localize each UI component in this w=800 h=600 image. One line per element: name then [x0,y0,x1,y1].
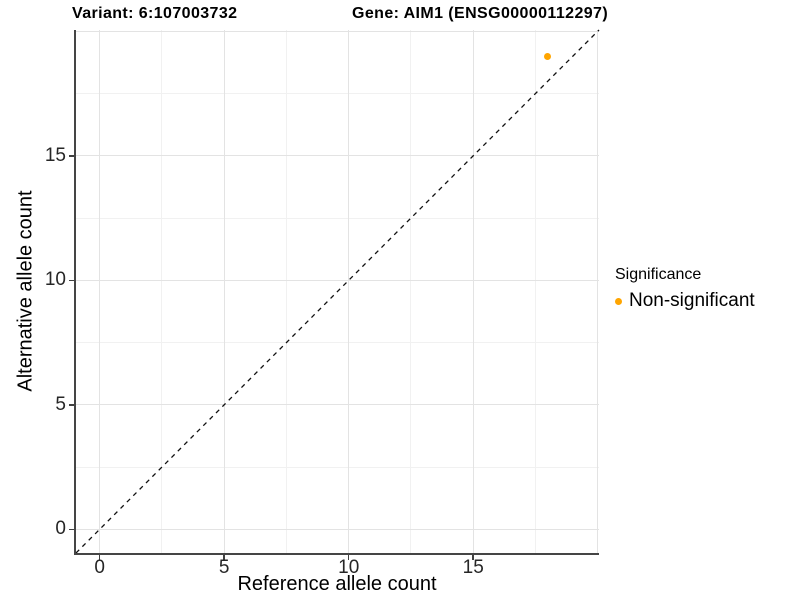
gridline-major-vertical [223,30,225,553]
gene-title: Gene: AIM1 (ENSG00000112297) [352,5,609,22]
x-tick-label: 0 [94,557,105,578]
gridline-major-horizontal [76,528,599,530]
y-tick-label: 15 [44,144,66,166]
gridline-major-horizontal [76,30,599,32]
gridline-major-horizontal [76,155,599,157]
legend-title: Significance [615,266,702,283]
gridline-major-vertical [597,30,599,553]
y-tick-label: 0 [55,518,66,540]
y-tick-mark [69,155,74,157]
y-tick-label: 5 [55,393,66,415]
y-tick-mark [69,404,74,406]
legend-item-label: Non-significant [629,290,755,311]
x-tick-mark [472,555,474,560]
gridline-major-vertical [472,30,474,553]
legend-item-non-significant: Non-significant [615,290,755,312]
variant-title: Variant: 6:107003732 [72,5,238,22]
x-tick-mark [347,555,350,560]
plot-panel [75,29,600,554]
x-tick-label: 15 [462,557,484,578]
y-tick-mark [69,528,74,531]
y-tick-mark [69,279,74,282]
identity-dashed-line [75,29,600,554]
x-tick-label: 10 [338,557,360,578]
gridline-minor-vertical [285,30,287,553]
gridline-major-horizontal [76,404,599,406]
y-axis-line [74,30,76,555]
gridline-minor-vertical [161,30,163,553]
x-axis-title: Reference allele count [237,573,437,595]
gridline-minor-horizontal [76,342,599,344]
gridline-minor-vertical [410,30,412,553]
gridline-minor-vertical [534,30,536,553]
x-tick-mark [223,555,225,560]
data-point-non-significant [544,52,552,60]
x-axis-line [74,553,599,555]
orange-dot-icon [615,297,622,305]
gridline-major-horizontal [76,279,599,281]
x-tick-label: 5 [218,557,230,578]
gridline-minor-horizontal [76,466,599,468]
gridline-major-vertical [99,30,101,553]
y-tick-label: 10 [44,269,66,291]
gridline-minor-horizontal [76,93,599,94]
identity-line-svg [75,29,600,554]
gridline-major-vertical [348,30,350,553]
x-tick-mark [98,555,101,560]
legend: Significance Non-significant [615,266,755,312]
gridline-minor-horizontal [76,217,599,219]
